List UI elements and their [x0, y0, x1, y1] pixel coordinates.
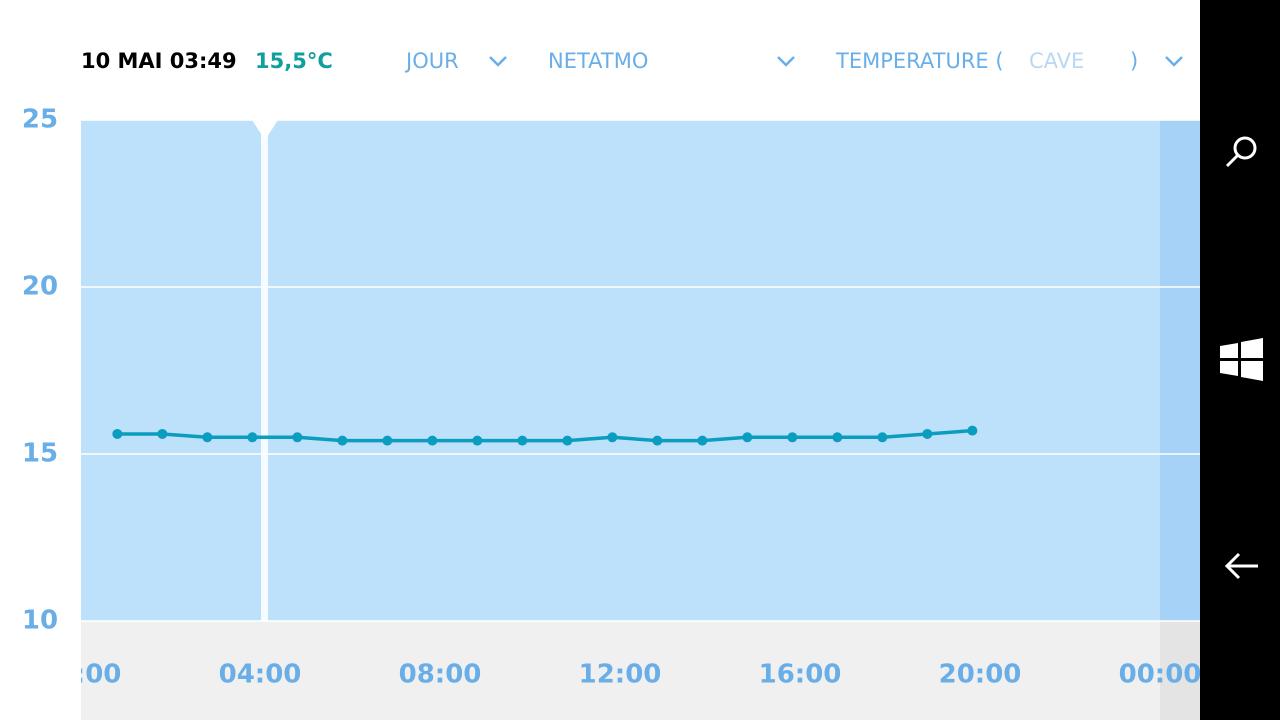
data-point	[382, 435, 393, 446]
data-point	[157, 428, 168, 439]
data-point	[967, 425, 978, 436]
cursor-handle[interactable]	[252, 120, 278, 140]
x-tick-label: 20:00	[939, 660, 1022, 690]
back-button[interactable]	[1224, 552, 1258, 580]
data-point	[652, 435, 663, 446]
x-tick-label: 12:00	[579, 660, 662, 690]
data-point	[877, 432, 888, 443]
measure-select[interactable]: TEMPERATURE (	[835, 49, 1004, 73]
x-axis-future	[1160, 621, 1200, 720]
data-point	[292, 432, 303, 443]
x-tick-label: 04:00	[219, 660, 302, 690]
x-tick-label: 16:00	[759, 660, 842, 690]
time-cursor[interactable]	[261, 120, 268, 621]
data-point	[247, 432, 258, 443]
chevron[interactable]	[489, 56, 507, 67]
future-area	[1160, 120, 1200, 621]
data-point	[787, 432, 798, 443]
data-point	[202, 432, 213, 443]
period-select[interactable]: JOUR	[404, 49, 459, 73]
date-time: 10 MAI 03:49	[81, 49, 237, 73]
data-point	[112, 428, 123, 439]
windows-button[interactable]	[1220, 338, 1263, 381]
search-button[interactable]	[1225, 136, 1257, 168]
data-point	[517, 435, 528, 446]
data-point	[607, 432, 618, 443]
paren: )	[1130, 49, 1138, 73]
data-point	[832, 432, 843, 443]
data-point	[697, 435, 708, 446]
module-name[interactable]: CAVE	[1029, 49, 1084, 73]
y-tick-label: 10	[22, 606, 58, 636]
x-axis-area	[81, 621, 1200, 720]
x-tick-label: 00:00	[1119, 660, 1202, 690]
y-tick-label: 25	[22, 105, 58, 135]
x-tick-label: 00:00	[39, 660, 122, 690]
chevron[interactable]	[1165, 56, 1183, 67]
temperature-line	[117, 428, 973, 443]
plot-area	[81, 120, 1200, 621]
current-reading: 15,5°C	[255, 49, 333, 73]
nav-bar	[1200, 0, 1280, 720]
y-tick-label: 15	[22, 439, 58, 469]
data-point	[427, 435, 438, 446]
data-point	[337, 435, 348, 446]
chevron[interactable]	[777, 56, 795, 67]
x-tick-label: 08:00	[399, 660, 482, 690]
data-point	[472, 435, 483, 446]
data-point	[742, 432, 753, 443]
data-point	[562, 435, 573, 446]
station-select[interactable]: NETATMO	[548, 49, 648, 73]
y-tick-label: 20	[22, 272, 58, 302]
data-point	[922, 428, 933, 439]
